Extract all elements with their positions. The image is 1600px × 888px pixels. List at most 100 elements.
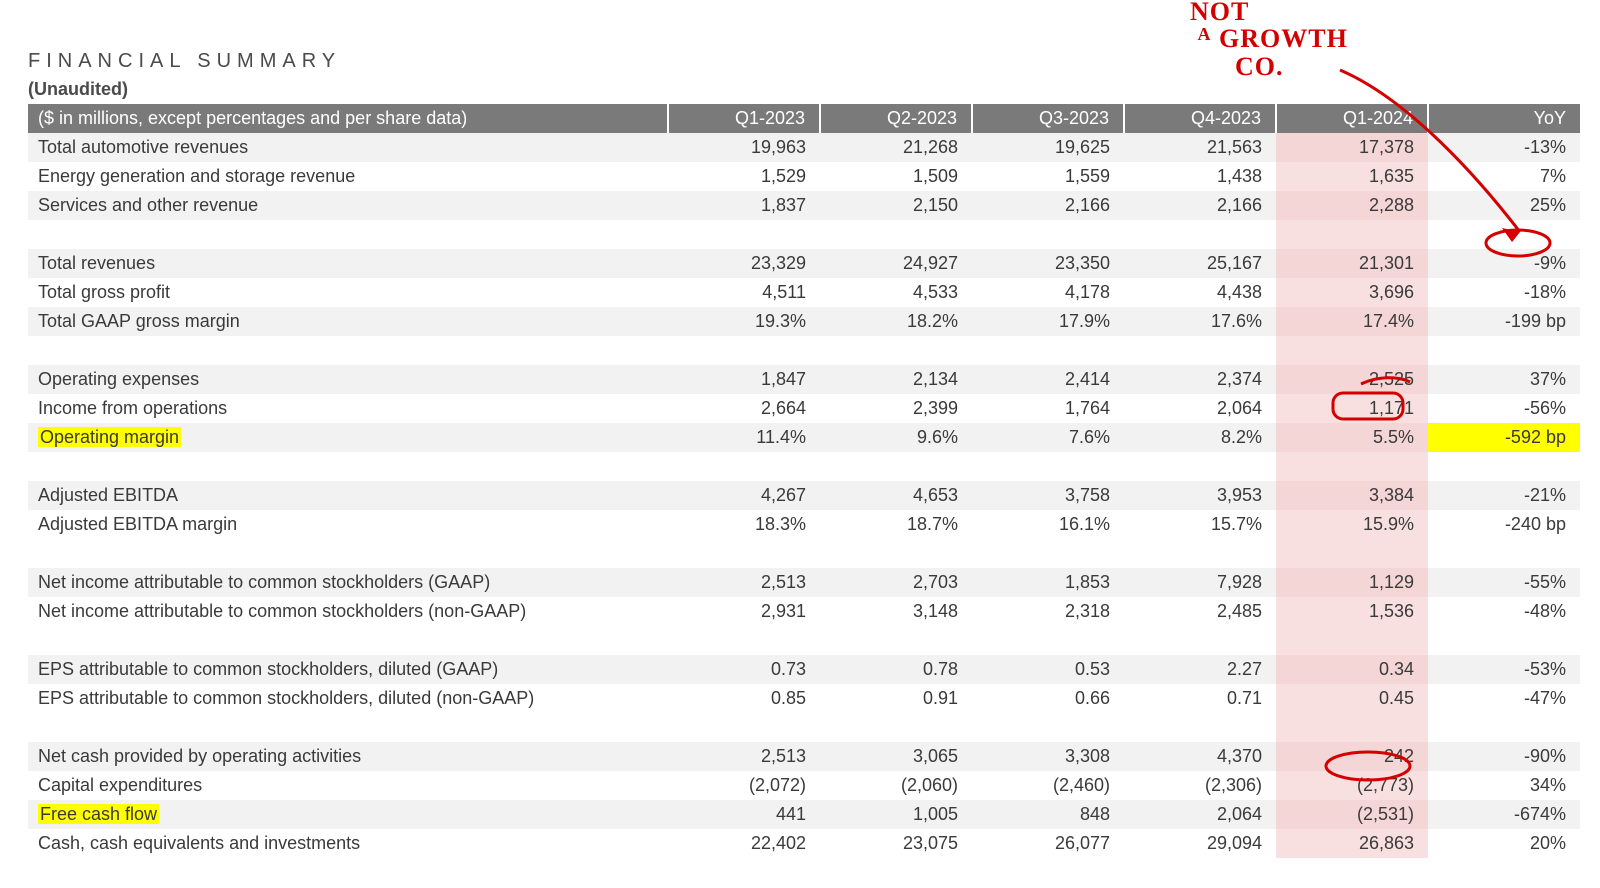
col-yoy: YoY: [1428, 104, 1580, 133]
cell: 19,963: [668, 133, 820, 162]
cell: 848: [972, 800, 1124, 829]
cell: 2,318: [972, 597, 1124, 626]
table-row: Free cash flow4411,0058482,064(2,531)-67…: [28, 800, 1580, 829]
cell: 2.27: [1124, 655, 1276, 684]
col-q4-2023: Q4-2023: [1124, 104, 1276, 133]
row-label: Operating expenses: [28, 365, 668, 394]
table-row: Net income attributable to common stockh…: [28, 597, 1580, 626]
cell: 2,064: [1124, 394, 1276, 423]
table-row: Energy generation and storage revenue 1,5…: [28, 162, 1580, 191]
cell: 23,075: [820, 829, 972, 858]
cell: 0.85: [668, 684, 820, 713]
table-row: [28, 336, 1580, 365]
cell: -55%: [1428, 568, 1580, 597]
row-label: EPS attributable to common stockholders,…: [28, 684, 668, 713]
cell: 4,267: [668, 481, 820, 510]
row-label: Energy generation and storage revenue: [28, 162, 668, 191]
row-label: Adjusted EBITDA: [28, 481, 668, 510]
row-label: Adjusted EBITDA margin: [28, 510, 668, 539]
cell: (2,060): [820, 771, 972, 800]
cell: 1,764: [972, 394, 1124, 423]
col-q2-2023: Q2-2023: [820, 104, 972, 133]
cell: 441: [668, 800, 820, 829]
cell: 17.4%: [1276, 307, 1428, 336]
table-row: Adjusted EBITDA margin18.3%18.7%16.1%15.…: [28, 510, 1580, 539]
cell: -9%: [1428, 249, 1580, 278]
row-label: Income from operations: [28, 394, 668, 423]
row-label: Cash, cash equivalents and investments: [28, 829, 668, 858]
cell: 26,863: [1276, 829, 1428, 858]
table-row: [28, 220, 1580, 249]
cell: 21,301: [1276, 249, 1428, 278]
cell: 1,129: [1276, 568, 1428, 597]
cell: 17.9%: [972, 307, 1124, 336]
cell: 0.53: [972, 655, 1124, 684]
row-label: Free cash flow: [28, 800, 668, 829]
cell: 3,308: [972, 742, 1124, 771]
table-row: Adjusted EBITDA4,2674,6533,7583,9533,384…: [28, 481, 1580, 510]
cell: 3,065: [820, 742, 972, 771]
table-row: Services and other revenue1,8372,1502,16…: [28, 191, 1580, 220]
row-label: Capital expenditures: [28, 771, 668, 800]
cell: 2,134: [820, 365, 972, 394]
cell: (2,306): [1124, 771, 1276, 800]
financial-summary-table: ($ in millions, except percentages and p…: [28, 104, 1580, 858]
cell: 2,150: [820, 191, 972, 220]
cell: (2,072): [668, 771, 820, 800]
col-q3-2023: Q3-2023: [972, 104, 1124, 133]
cell: 18.3%: [668, 510, 820, 539]
cell: 1,509: [820, 162, 972, 191]
col-q1-2023: Q1-2023: [668, 104, 820, 133]
cell: -56%: [1428, 394, 1580, 423]
table-row: Operating margin11.4%9.6%7.6%8.2%5.5%-59…: [28, 423, 1580, 452]
table-row: Total revenues23,32924,92723,35025,16721…: [28, 249, 1580, 278]
table-row: Cash, cash equivalents and investments22…: [28, 829, 1580, 858]
cell: 25%: [1428, 191, 1580, 220]
cell: -18%: [1428, 278, 1580, 307]
table-row: Net income attributable to common stockh…: [28, 568, 1580, 597]
table-row: Operating expenses1,8472,1342,4142,3742,…: [28, 365, 1580, 394]
cell: 2,166: [1124, 191, 1276, 220]
row-label: Services and other revenue: [28, 191, 668, 220]
cell: 3,696: [1276, 278, 1428, 307]
row-label: Net cash provided by operating activitie…: [28, 742, 668, 771]
cell: 1,635: [1276, 162, 1428, 191]
cell: 23,350: [972, 249, 1124, 278]
table-row: [28, 539, 1580, 568]
cell: 2,931: [668, 597, 820, 626]
cell: 11.4%: [668, 423, 820, 452]
cell: 0.91: [820, 684, 972, 713]
cell: 3,953: [1124, 481, 1276, 510]
cell: 15.9%: [1276, 510, 1428, 539]
table-row: Income from operations2,6642,3991,7642,0…: [28, 394, 1580, 423]
cell: 7.6%: [972, 423, 1124, 452]
cell: 3,384: [1276, 481, 1428, 510]
cell: 29,094: [1124, 829, 1276, 858]
cell: 3,758: [972, 481, 1124, 510]
cell: 2,414: [972, 365, 1124, 394]
cell: 4,511: [668, 278, 820, 307]
cell: -21%: [1428, 481, 1580, 510]
cell: 2,485: [1124, 597, 1276, 626]
cell: 1,853: [972, 568, 1124, 597]
cell: 0.71: [1124, 684, 1276, 713]
cell: -13%: [1428, 133, 1580, 162]
cell: (2,460): [972, 771, 1124, 800]
cell: 1,171: [1276, 394, 1428, 423]
cell: 21,268: [820, 133, 972, 162]
page-title: FINANCIAL SUMMARY: [28, 50, 1572, 73]
cell: -53%: [1428, 655, 1580, 684]
cell: 2,399: [820, 394, 972, 423]
cell: 1,847: [668, 365, 820, 394]
table-row: [28, 713, 1580, 742]
cell: 1,438: [1124, 162, 1276, 191]
cell: -48%: [1428, 597, 1580, 626]
col-q1-2024: Q1-2024: [1276, 104, 1428, 133]
cell: 7,928: [1124, 568, 1276, 597]
cell: 37%: [1428, 365, 1580, 394]
cell: 0.73: [668, 655, 820, 684]
cell: 34%: [1428, 771, 1580, 800]
row-label: EPS attributable to common stockholders,…: [28, 655, 668, 684]
cell: 17,378: [1276, 133, 1428, 162]
cell: 4,533: [820, 278, 972, 307]
